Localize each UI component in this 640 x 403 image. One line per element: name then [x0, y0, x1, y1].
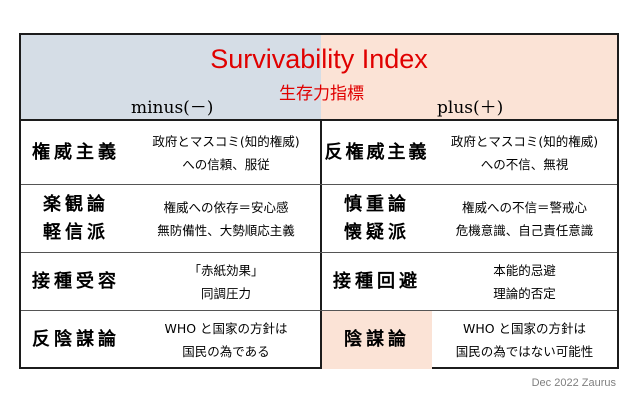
page-title: Survivability Index — [210, 44, 428, 74]
table-row: 権威主義 政府とマスコミ(知的権威) への信頼、服従 反権威主義 政府とマスコミ… — [21, 121, 617, 184]
left-category: 楽観論 軽信派 — [43, 193, 109, 243]
right-description-cell: WHO と国家の方針は 国民の為ではない可能性 — [432, 311, 617, 369]
minus-column-label: minus(－) — [131, 98, 214, 118]
right-description: 政府とマスコミ(知的権威) への不信、無視 — [450, 133, 599, 172]
right-category: 慎重論 懐疑派 — [344, 193, 410, 243]
right-category: 陰謀論 — [344, 329, 410, 350]
right-category-cell: 接種回避 — [322, 253, 432, 310]
left-category: 接種受容 — [32, 270, 120, 292]
footer-credit: Dec 2022 Zaurus — [531, 377, 616, 389]
plus-header-panel — [321, 35, 617, 119]
left-category-cell: 楽観論 軽信派 — [21, 185, 131, 252]
right-description: WHO と国家の方針は 国民の為ではない可能性 — [455, 321, 594, 359]
minus-header-panel — [21, 35, 321, 119]
right-category-cell: 反権威主義 — [322, 121, 432, 184]
left-category-cell: 接種受容 — [21, 253, 131, 310]
left-category-cell: 権威主義 — [21, 121, 131, 184]
table-row: 接種受容 「赤紙効果」 同調圧力 接種回避 本能的忌避 理論的否定 — [21, 252, 617, 310]
right-category: 接種回避 — [333, 270, 421, 292]
left-description-cell: 権威への依存＝安心感 無防備性、大勢順応主義 — [131, 185, 321, 252]
table-row: 反陰謀論 WHO と国家の方針は 国民の為である 陰謀論 WHO と国家の方針は… — [21, 310, 617, 369]
left-description: 権威への依存＝安心感 無防備性、大勢順応主義 — [157, 199, 295, 238]
left-description-cell: 政府とマスコミ(知的権威) への信頼、服従 — [131, 121, 321, 184]
column-divider — [320, 121, 322, 369]
page-subtitle: 生存力指標 — [279, 84, 364, 104]
left-description: 「赤紙効果」 同調圧力 — [188, 262, 264, 301]
left-category: 権威主義 — [32, 141, 120, 163]
left-category: 反陰謀論 — [32, 329, 120, 350]
index-table: Survivability Index 生存力指標 minus(－) plus(… — [19, 33, 619, 369]
right-description: 権威への不信＝警戒心 危機意識、自己責任意識 — [455, 199, 594, 238]
right-category-cell: 陰謀論 — [322, 311, 432, 369]
table-header: Survivability Index 生存力指標 minus(－) plus(… — [21, 35, 617, 121]
right-description: 本能的忌避 理論的否定 — [493, 262, 556, 301]
right-description-cell: 本能的忌避 理論的否定 — [432, 253, 617, 310]
right-category-cell: 慎重論 懐疑派 — [322, 185, 432, 252]
right-description-cell: 権威への不信＝警戒心 危機意識、自己責任意識 — [432, 185, 617, 252]
left-description-cell: 「赤紙効果」 同調圧力 — [131, 253, 321, 310]
table-row: 楽観論 軽信派 権威への依存＝安心感 無防備性、大勢順応主義 慎重論 懐疑派 権… — [21, 184, 617, 252]
right-category: 反権威主義 — [324, 141, 430, 163]
left-description-cell: WHO と国家の方針は 国民の為である — [131, 311, 321, 369]
left-description: WHO と国家の方針は 国民の為である — [164, 321, 288, 359]
right-description-cell: 政府とマスコミ(知的権威) への不信、無視 — [432, 121, 617, 184]
plus-column-label: plus(＋) — [437, 98, 504, 118]
left-category-cell: 反陰謀論 — [21, 311, 131, 369]
left-description: 政府とマスコミ(知的権威) への信頼、服従 — [152, 133, 300, 172]
